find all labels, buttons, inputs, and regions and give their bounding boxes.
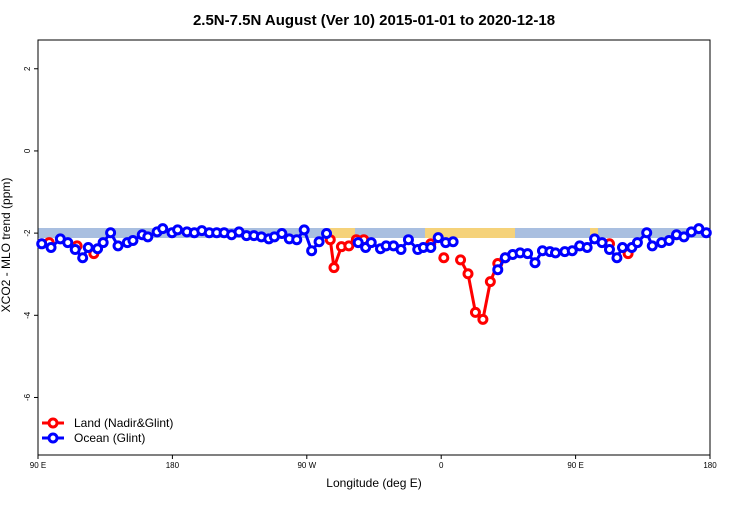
y-tick-label: -2: [23, 229, 32, 237]
data-point: [127, 235, 139, 247]
data-point: [77, 252, 89, 264]
data-point: [462, 268, 474, 280]
data-point: [678, 231, 690, 243]
data-point: [321, 228, 333, 240]
data-point: [631, 237, 643, 249]
data-point: [328, 262, 340, 274]
data-point: [62, 237, 74, 249]
y-tick-label: -4: [23, 311, 32, 319]
data-point: [484, 276, 496, 288]
data-point: [700, 227, 712, 239]
data-point: [157, 223, 169, 235]
y-tick-label: 0: [23, 148, 32, 153]
data-point: [425, 242, 437, 253]
data-point: [352, 237, 364, 249]
x-tick-label: 0: [439, 461, 444, 470]
legend-label: Ocean (Glint): [74, 431, 145, 445]
data-point: [306, 245, 318, 257]
data-point: [172, 224, 184, 236]
chart-title: 2.5N-7.5N August (Ver 10) 2015-01-01 to …: [193, 12, 555, 29]
legend-marker: [47, 417, 59, 429]
data-point: [45, 242, 57, 253]
data-point: [549, 247, 561, 259]
x-axis-label: Longitude (deg E): [326, 476, 421, 490]
y-axis-label: XCO2 - MLO trend (ppm): [0, 178, 13, 313]
data-point: [469, 306, 481, 318]
x-tick-label: 90 E: [30, 461, 46, 470]
data-point: [112, 240, 124, 252]
data-point: [97, 237, 109, 249]
y-tick-label: 2: [23, 66, 32, 71]
y-tick-label: -6: [23, 393, 32, 401]
data-point: [529, 257, 541, 269]
map-strip: [38, 228, 710, 238]
data-point: [477, 313, 489, 325]
x-tick-label: 90 E: [567, 461, 583, 470]
legend-marker: [47, 432, 59, 444]
data-point: [617, 242, 629, 253]
data-point: [395, 244, 407, 256]
data-point: [603, 244, 615, 256]
data-point: [82, 242, 94, 253]
legend-label: Land (Nadir&Glint): [74, 416, 173, 430]
data-point: [447, 236, 459, 248]
data-point: [365, 237, 377, 249]
x-tick-label: 180: [703, 461, 717, 470]
data-point: [611, 252, 623, 264]
data-point: [343, 240, 355, 252]
data-point: [432, 232, 444, 244]
data-point: [36, 238, 48, 250]
data-point: [276, 228, 288, 240]
data-point: [522, 248, 534, 260]
data-point: [641, 227, 653, 239]
data-point: [291, 234, 303, 246]
data-point: [455, 254, 467, 266]
data-point: [646, 240, 658, 252]
data-point: [69, 244, 81, 256]
data-point: [142, 231, 154, 243]
x-tick-label: 180: [166, 461, 180, 470]
data-point: [313, 236, 325, 248]
data-point: [298, 224, 310, 236]
data-point: [105, 227, 117, 239]
data-point: [492, 264, 504, 276]
data-point: [402, 234, 414, 246]
data-point: [438, 252, 450, 264]
data-point: [581, 242, 593, 253]
x-tick-label: 90 W: [297, 461, 316, 470]
data-point: [596, 237, 608, 249]
data-point: [663, 235, 675, 247]
data-point: [566, 245, 578, 257]
